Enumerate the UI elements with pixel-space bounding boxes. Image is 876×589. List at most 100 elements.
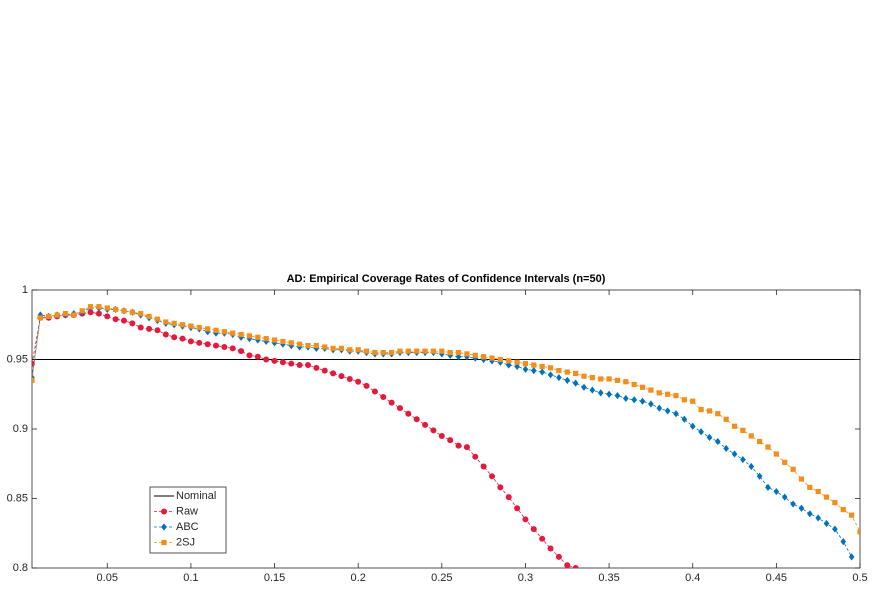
marker: [723, 416, 729, 422]
marker: [840, 537, 847, 546]
marker: [162, 331, 169, 338]
marker: [171, 320, 177, 326]
marker: [129, 320, 136, 327]
marker: [832, 500, 838, 506]
marker: [96, 304, 102, 310]
marker: [665, 391, 671, 397]
marker: [773, 487, 780, 496]
marker: [196, 339, 203, 346]
marker: [573, 370, 579, 376]
marker: [146, 325, 153, 332]
marker: [54, 312, 60, 318]
marker: [280, 340, 286, 348]
marker: [338, 373, 345, 380]
legend-label: Nominal: [176, 490, 216, 502]
marker: [472, 453, 479, 460]
marker: [639, 397, 646, 405]
marker: [505, 494, 512, 501]
marker: [464, 351, 470, 357]
marker: [246, 352, 253, 359]
marker: [547, 545, 554, 552]
marker: [807, 484, 813, 490]
marker: [455, 353, 462, 361]
axes: 0.05 0.1 0.15 0.2 0.25 0.3 0.35 0.4 0.45 0.5 0.8 0.…: [7, 284, 868, 584]
marker: [673, 393, 679, 399]
marker: [781, 493, 788, 501]
marker: [623, 379, 629, 385]
marker: [188, 323, 194, 329]
marker: [439, 348, 445, 354]
marker: [631, 381, 637, 388]
marker: [254, 353, 261, 360]
x-tick-label: 0.4: [685, 572, 700, 584]
marker: [280, 338, 286, 345]
marker: [849, 512, 855, 518]
legend-label: 2SJ: [176, 536, 195, 548]
y-tick-label: 0.95: [7, 353, 28, 365]
marker: [581, 373, 587, 379]
marker: [832, 525, 838, 533]
marker: [848, 553, 855, 561]
marker: [279, 359, 286, 366]
marker: [756, 472, 763, 480]
legend-label: ABC: [176, 521, 199, 533]
marker: [782, 459, 788, 465]
marker: [129, 309, 135, 315]
marker: [798, 504, 805, 512]
chart-title: AD: Empirical Coverage Rates of Confiden…: [287, 273, 606, 285]
marker: [104, 313, 111, 320]
marker: [656, 390, 662, 396]
marker: [740, 455, 746, 464]
marker: [589, 386, 596, 394]
marker: [656, 404, 663, 412]
marker: [161, 539, 167, 546]
marker: [430, 427, 437, 434]
marker: [447, 349, 453, 356]
marker: [414, 348, 420, 354]
marker: [555, 553, 562, 560]
marker: [547, 365, 554, 371]
marker: [690, 398, 696, 404]
marker: [171, 334, 178, 341]
marker: [581, 383, 587, 391]
marker: [455, 349, 462, 356]
y-tick-label: 0.85: [7, 492, 28, 504]
marker: [614, 392, 621, 400]
marker: [221, 343, 228, 350]
marker: [372, 349, 378, 356]
marker: [121, 308, 127, 314]
marker: [815, 514, 821, 522]
marker: [313, 343, 319, 349]
marker: [748, 433, 754, 439]
series-line: [32, 306, 860, 533]
marker: [255, 336, 261, 344]
marker: [648, 400, 654, 408]
marker: [589, 374, 595, 381]
marker: [798, 476, 805, 482]
marker: [330, 370, 337, 377]
marker: [297, 341, 303, 347]
marker: [138, 311, 144, 317]
marker: [840, 507, 846, 513]
marker: [179, 322, 186, 328]
marker: [514, 505, 521, 512]
marker: [112, 316, 119, 323]
marker: [62, 311, 69, 317]
marker: [388, 399, 395, 406]
x-tick-label: 0.2: [351, 572, 366, 584]
x-tick-label: 0.45: [766, 572, 787, 584]
marker: [104, 305, 110, 311]
marker: [765, 483, 771, 491]
marker: [121, 317, 127, 324]
marker: [113, 306, 119, 313]
marker: [480, 463, 487, 470]
marker: [313, 364, 320, 371]
marker: [514, 359, 520, 365]
marker: [79, 308, 85, 314]
marker: [506, 358, 512, 364]
marker: [405, 410, 412, 417]
x-tick-label: 0.1: [183, 572, 198, 584]
marker: [238, 331, 244, 338]
marker: [397, 348, 403, 354]
marker: [689, 422, 696, 430]
